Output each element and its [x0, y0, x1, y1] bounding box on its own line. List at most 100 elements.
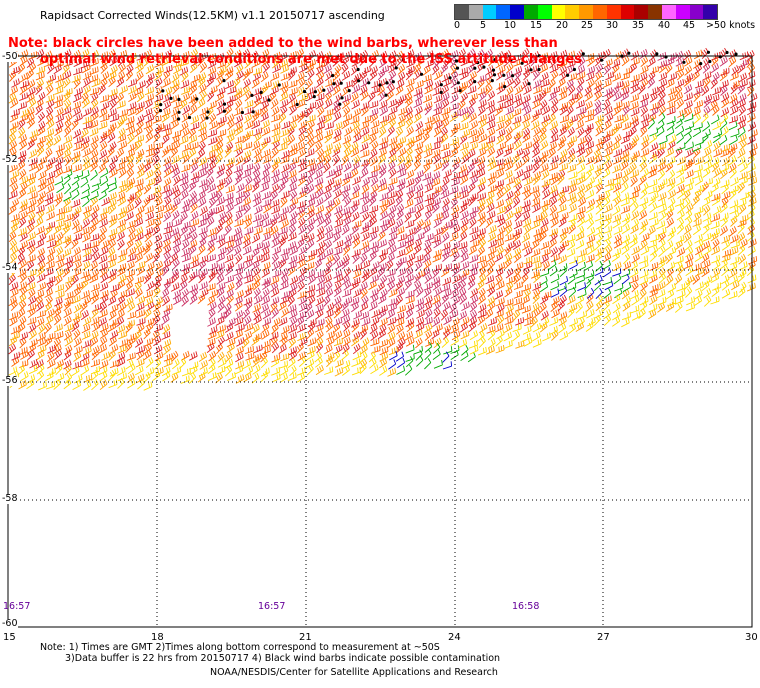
wind-barb-group	[8, 112, 757, 391]
contamination-circle	[572, 67, 577, 72]
contamination-circle	[222, 79, 226, 83]
contamination-circle	[385, 81, 389, 85]
contamination-circle	[708, 59, 712, 64]
contamination-circle	[158, 109, 163, 113]
lat-label: -58	[2, 493, 18, 504]
map-frame	[7, 55, 753, 628]
legend-label: 30	[606, 20, 619, 31]
contamination-circle	[448, 76, 452, 80]
time-label: 16:57	[3, 601, 31, 612]
contamination-circle	[682, 60, 686, 64]
contamination-circle	[482, 65, 486, 69]
legend-labels: 0 5 10 15 20 25 30 35 40 45 >50 knots	[448, 20, 760, 32]
contamination-circle	[339, 81, 343, 85]
contamination-circle	[725, 50, 729, 55]
legend-swatch	[510, 5, 524, 19]
legend-swatch	[703, 5, 718, 19]
contamination-circle	[490, 79, 494, 83]
legend-label: 10	[504, 20, 517, 31]
legend-swatch	[496, 5, 511, 19]
contamination-circle	[706, 50, 711, 54]
contamination-circle	[458, 89, 462, 93]
contamination-circles-layer	[158, 50, 738, 121]
contamination-circle	[419, 72, 424, 76]
contamination-circle	[655, 52, 659, 56]
contamination-circle	[520, 61, 524, 65]
contamination-circle	[600, 58, 604, 62]
wind-barb-group	[388, 259, 630, 370]
lon-label: 27	[597, 632, 610, 643]
grid-lines	[8, 56, 752, 627]
legend-swatch	[606, 5, 621, 19]
wind-barbs-layer	[8, 47, 758, 391]
lon-label: 21	[299, 632, 312, 643]
contamination-circle	[502, 73, 506, 77]
contamination-circle	[267, 98, 271, 102]
wind-barb-group	[161, 48, 750, 328]
lat-label: -54	[2, 262, 18, 273]
contamination-circle	[456, 81, 460, 85]
contamination-circle	[169, 96, 173, 100]
contamination-circle	[493, 58, 497, 62]
contamination-circle	[378, 83, 382, 87]
time-label: 16:57	[258, 601, 286, 612]
map-title: Rapidsact Corrected Winds(12.5KM) v1.1 2…	[40, 9, 385, 22]
legend-swatch	[648, 5, 662, 19]
contamination-circle	[251, 110, 255, 114]
contamination-circle	[566, 73, 570, 77]
lon-label: 30	[745, 632, 758, 643]
lon-label: 15	[3, 632, 16, 643]
contamination-circle	[222, 102, 227, 106]
contamination-circle	[332, 82, 336, 86]
contamination-circle	[734, 52, 738, 56]
legend-swatch	[620, 5, 635, 19]
time-label: 16:58	[512, 601, 540, 612]
legend-label: 5	[480, 20, 487, 31]
legend-swatch	[661, 5, 676, 19]
legend-swatch	[551, 5, 566, 19]
footnote-line-3: NOAA/NESDIS/Center for Satellite Applica…	[210, 667, 498, 678]
legend-swatch	[455, 5, 469, 19]
contamination-circle	[177, 110, 181, 114]
contamination-circle	[240, 110, 244, 115]
contamination-circle	[627, 51, 631, 55]
footnote-line-1: Note: 1) Times are GMT 2)Times along bot…	[40, 642, 440, 653]
legend-label: >50 knots	[706, 20, 756, 31]
contamination-circle	[367, 81, 371, 85]
contamination-circle	[491, 68, 496, 72]
legend-label: 20	[556, 20, 569, 31]
contamination-circle	[492, 73, 497, 77]
lat-label: -50	[2, 51, 18, 62]
legend-swatch	[468, 5, 483, 19]
legend-swatch	[689, 5, 704, 19]
contamination-circle	[302, 89, 307, 94]
legend-swatch	[579, 5, 593, 19]
contamination-circle	[699, 62, 703, 66]
contamination-circle	[401, 58, 405, 62]
contamination-circle	[391, 80, 395, 84]
contamination-circle	[537, 67, 541, 72]
legend-label: 45	[683, 20, 696, 31]
contamination-circle	[177, 117, 181, 121]
contamination-circle	[338, 102, 342, 106]
contamination-circle	[455, 66, 460, 70]
contamination-circle	[394, 66, 398, 70]
contamination-circle	[384, 93, 388, 97]
lat-label: -52	[2, 154, 18, 165]
legend-label: 15	[530, 20, 543, 31]
wind-speed-color-legend	[454, 4, 718, 20]
contamination-circle	[439, 90, 443, 94]
lat-label: -60	[2, 618, 18, 629]
contamination-circle	[161, 89, 165, 93]
note-line-1: Note: black circles have been added to t…	[8, 36, 558, 51]
legend-label: 35	[632, 20, 645, 31]
legend-swatch	[634, 5, 649, 19]
contamination-circle	[340, 96, 344, 100]
contamination-circle	[206, 110, 210, 114]
contamination-circle	[439, 83, 443, 87]
legend-swatch	[537, 5, 552, 19]
legend-swatch	[523, 5, 538, 19]
contamination-circle	[277, 83, 281, 87]
lon-label: 18	[151, 632, 164, 643]
